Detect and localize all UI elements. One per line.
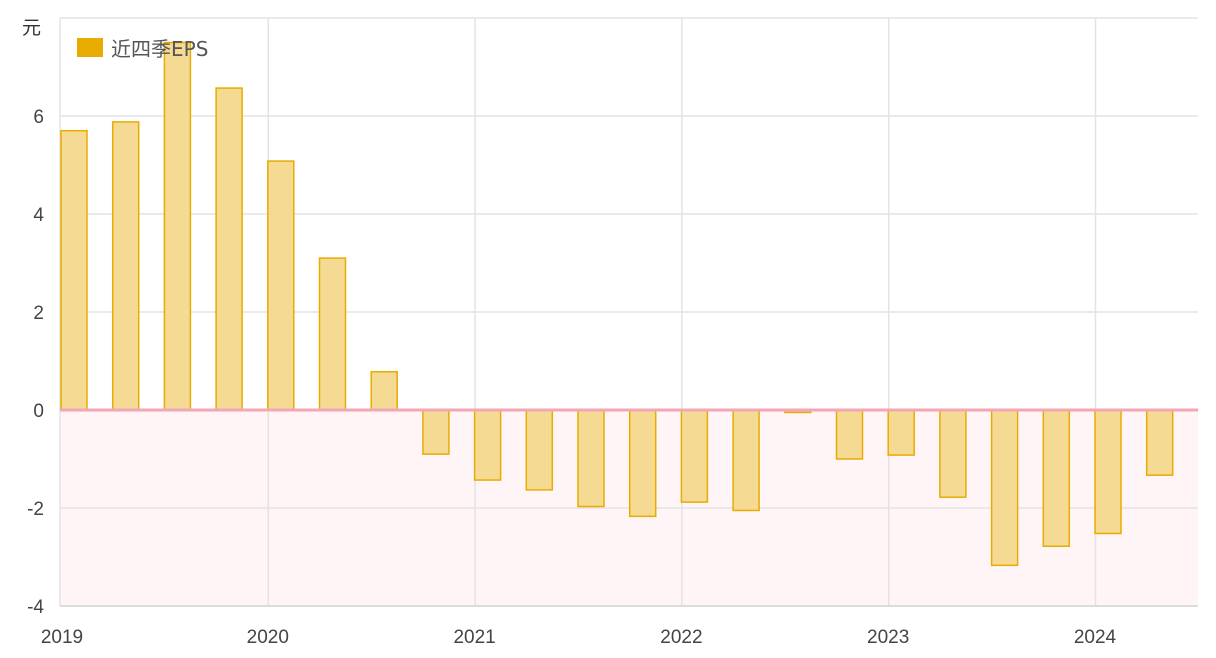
x-axis-tick-labels: 2019 2020 2021 2022 2023 2024 [41,627,1117,648]
y-tick-label-0: 0 [33,401,44,422]
bar-2023Q1 [887,409,915,456]
bar-2024Q2 [1145,409,1174,476]
bar-2021Q1 [473,409,502,481]
y-axis-tick-labels: -4 -2 0 2 4 6 [27,107,44,618]
bar-2019Q1 [60,129,88,411]
y-tick-label-6: 6 [33,107,44,128]
bar-2023Q3 [990,409,1019,567]
x-tick-label-2022: 2022 [660,627,702,648]
bar-2021Q3 [577,409,605,508]
bar-2019Q4 [215,87,243,411]
x-tick-label-2024: 2024 [1074,627,1117,648]
bar-2023Q4 [1042,409,1071,547]
bar-2020Q3 [370,371,398,411]
x-tick-label-2019: 2019 [41,627,83,648]
legend-swatch-eps [77,38,103,57]
bar-2019Q3 [163,41,192,411]
legend-label-eps: 近四季EPS [111,37,208,61]
bar-2024Q1 [1094,409,1122,535]
x-tick-label-2023: 2023 [867,627,909,648]
bar-2023Q2 [939,409,967,498]
bar-2020Q2 [318,257,347,411]
x-tick-label-2021: 2021 [453,627,495,648]
eps-bars [60,41,1174,567]
bar-2021Q2 [525,409,554,491]
bar-2019Q2 [111,121,140,411]
bar-2022Q1 [680,409,709,503]
x-tick-label-2020: 2020 [247,627,289,648]
bar-2022Q4 [835,409,864,460]
bar-2020Q4 [422,409,450,455]
legend[interactable]: 近四季EPS [77,37,208,61]
y-tick-label--4: -4 [27,597,44,618]
vertical-gridlines [59,18,1097,606]
y-tick-label-2: 2 [33,303,44,324]
y-tick-label-4: 4 [33,205,44,226]
bar-2022Q2 [732,409,760,512]
bar-2021Q4 [628,409,657,518]
bar-2020Q1 [267,160,295,411]
y-axis-unit-label: 元 [22,17,41,39]
y-tick-label--2: -2 [27,499,44,520]
